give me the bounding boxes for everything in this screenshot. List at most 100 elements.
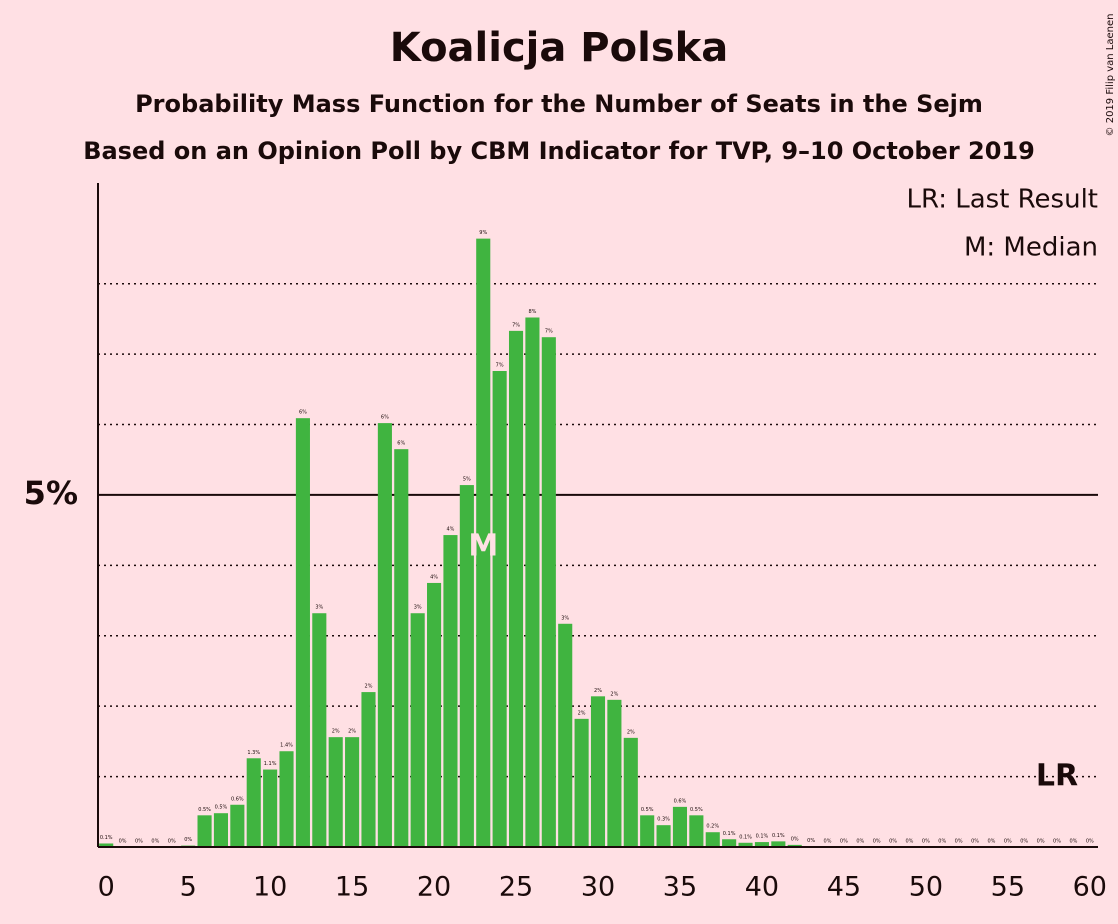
bar — [640, 815, 655, 847]
value-label: 2% — [578, 710, 586, 716]
value-label: 0.5% — [641, 807, 654, 813]
bar — [328, 737, 343, 847]
bar — [508, 330, 524, 847]
x-tick-label: 20 — [417, 872, 451, 903]
bar — [410, 613, 425, 847]
value-label: 0.5% — [198, 807, 211, 813]
bar — [230, 804, 245, 847]
x-tick-label: 55 — [991, 872, 1025, 903]
bar — [197, 815, 212, 847]
bar — [459, 485, 474, 847]
value-label: 6% — [397, 441, 405, 447]
x-tick-label: 5 — [180, 872, 197, 903]
x-tick-label: 45 — [827, 872, 861, 903]
x-tick-label: 50 — [909, 872, 943, 903]
bar — [558, 623, 573, 847]
copyright: © 2019 Filip van Laenen — [1105, 14, 1116, 137]
legend-entry: LR: Last Result — [906, 185, 1098, 215]
bar — [623, 737, 638, 847]
value-label: 0% — [922, 839, 930, 845]
value-label: 0% — [856, 839, 864, 845]
value-label: 2% — [332, 729, 340, 735]
bar — [771, 841, 786, 847]
value-label: 2% — [627, 729, 635, 735]
value-label: 0.1% — [772, 833, 785, 839]
value-label: 0% — [1069, 839, 1077, 845]
value-label: 9% — [479, 230, 487, 236]
x-tick-label: 10 — [253, 872, 287, 903]
value-label: 0% — [971, 839, 979, 845]
value-label: 0% — [1020, 839, 1028, 845]
value-label: 0% — [955, 839, 963, 845]
value-label: 0.6% — [231, 796, 244, 802]
bar — [705, 832, 720, 847]
chart-subtitle: Probability Mass Function for the Number… — [135, 90, 983, 118]
value-label: 0.1% — [723, 831, 736, 837]
median-marker: M — [468, 529, 498, 564]
bar — [345, 737, 360, 847]
value-label: 2% — [594, 688, 602, 694]
bar — [427, 582, 442, 847]
bar — [246, 758, 261, 847]
chart-title: Koalicja Polska — [390, 25, 728, 71]
value-label: 2% — [348, 729, 356, 735]
bar — [656, 825, 671, 847]
x-tick-label: 35 — [663, 872, 697, 903]
y-tick-label: 5% — [24, 474, 78, 512]
value-label: 0% — [791, 836, 799, 842]
x-tick-label: 15 — [335, 872, 369, 903]
value-label: 3% — [561, 615, 569, 621]
value-label: 0% — [807, 838, 815, 844]
bar — [787, 844, 802, 847]
value-label: 1.1% — [264, 761, 277, 767]
value-label: 3% — [414, 605, 422, 611]
value-label: 0% — [906, 839, 914, 845]
bar — [492, 371, 507, 847]
value-label: 0% — [1086, 839, 1094, 845]
value-label: 0% — [1053, 839, 1061, 845]
x-tick-label: 0 — [98, 872, 115, 903]
bar — [738, 842, 753, 847]
value-label: 2% — [365, 684, 373, 690]
value-label: 0% — [889, 839, 897, 845]
bar — [607, 699, 622, 847]
x-tick-label: 30 — [581, 872, 615, 903]
value-label: 6% — [381, 415, 389, 421]
value-label: 0% — [119, 839, 127, 845]
bar — [312, 613, 327, 847]
bar — [394, 449, 409, 847]
value-label: 0.6% — [674, 798, 687, 804]
value-label: 0% — [184, 837, 192, 843]
legend-entry: M: Median — [964, 233, 1098, 263]
bar — [754, 842, 769, 847]
bar — [590, 696, 606, 847]
value-label: 0% — [824, 839, 832, 845]
bar — [377, 423, 392, 847]
value-label: 5% — [463, 477, 471, 483]
value-label: 0.1% — [756, 834, 769, 840]
bar — [295, 418, 310, 847]
value-label: 0% — [1037, 839, 1045, 845]
bar — [525, 317, 540, 847]
bar — [722, 839, 737, 847]
value-label: 0% — [135, 839, 143, 845]
value-label: 0% — [987, 839, 995, 845]
value-label: 7% — [512, 322, 520, 328]
value-label: 7% — [496, 363, 504, 369]
value-label: 0% — [938, 839, 946, 845]
x-tick-label: 25 — [499, 872, 533, 903]
bar — [476, 238, 491, 848]
value-label: 0.2% — [706, 824, 719, 830]
value-label: 0.3% — [657, 817, 670, 823]
value-label: 4% — [446, 527, 454, 533]
last-result-marker: LR — [1036, 759, 1078, 794]
value-label: 1.4% — [280, 743, 293, 749]
bar — [99, 843, 114, 847]
x-tick-label: 60 — [1073, 872, 1107, 903]
bar — [574, 718, 589, 847]
value-label: 1.3% — [247, 750, 260, 756]
value-label: 0% — [168, 839, 176, 845]
x-tick-label: 40 — [745, 872, 779, 903]
bar — [689, 815, 704, 847]
